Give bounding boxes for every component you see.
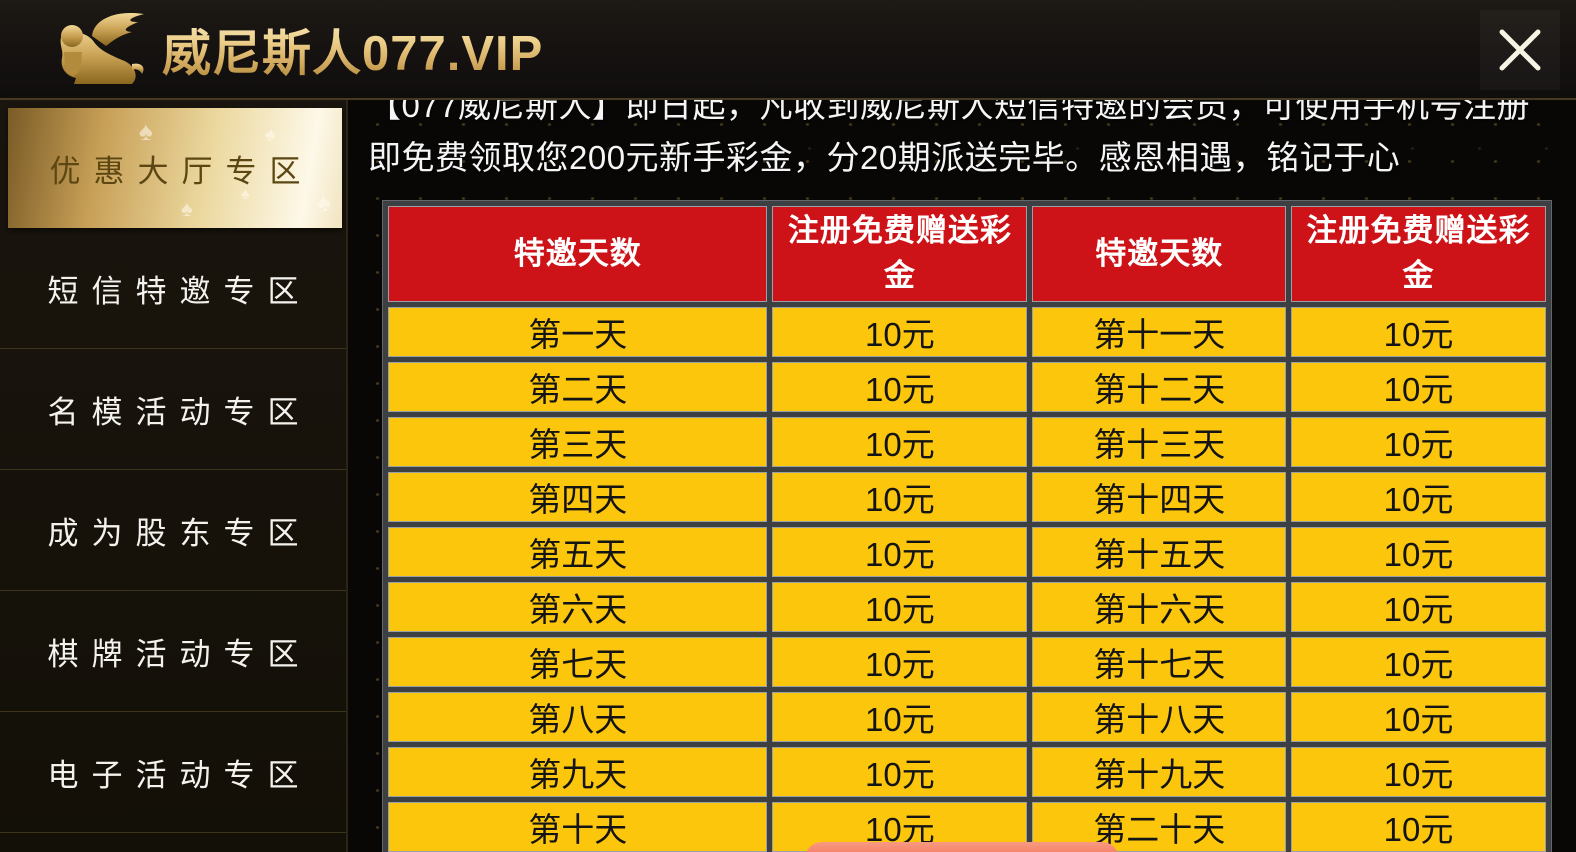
table-cell: 10元 — [772, 472, 1028, 522]
table-cell: 10元 — [772, 582, 1028, 632]
bonus-table-body: 第一天 10元 第十一天 10元 第二天 10元 第十二天 10元 第三天 10元 第十三天 10元第… — [388, 307, 1546, 852]
table-cell: 10元 — [772, 637, 1028, 687]
table-cell: 10元 — [1291, 472, 1546, 522]
spade-decoration-icon: ♠ — [181, 196, 206, 221]
table-cell: 第十二天 — [1032, 362, 1287, 412]
table-cell: 第一天 — [388, 307, 768, 357]
table-cell: 10元 — [1291, 527, 1546, 577]
table-cell: 10元 — [772, 527, 1028, 577]
table-cell: 10元 — [1291, 637, 1546, 687]
winged-lion-logo-icon — [60, 12, 144, 84]
table-cell: 第十八天 — [1032, 692, 1287, 742]
table-cell: 10元 — [772, 362, 1028, 412]
sidebar-item-6[interactable]: 电子活动专区 — [0, 712, 346, 833]
table-cell: 第十一天 — [1032, 307, 1287, 357]
bottom-action-button[interactable] — [805, 842, 1119, 852]
sidebar-item-label: 成为股东专区 — [47, 515, 312, 551]
table-row: 第二天 10元 第十二天 10元 — [388, 362, 1546, 412]
announcement-text: 【077威尼斯人】即日起，凡收到威尼斯人短信特邀的会员，可使用手机号注册即免费领… — [368, 100, 1531, 176]
app-title: 威尼斯人077.VIP — [162, 14, 543, 85]
table-cell: 第八天 — [388, 692, 768, 742]
table-cell: 10元 — [772, 747, 1028, 797]
table-cell: 10元 — [772, 417, 1028, 467]
table-cell: 第十五天 — [1032, 527, 1287, 577]
table-cell: 10元 — [772, 307, 1028, 357]
table-cell: 10元 — [1291, 692, 1546, 742]
table-cell: 第十七天 — [1032, 637, 1287, 687]
sidebar-item-1[interactable]: ♠ ♠ ♠ ♠ ♠ 优惠大厅专区 — [8, 108, 346, 228]
sidebar-item-label: 棋牌活动专区 — [47, 636, 312, 672]
sidebar-item-4[interactable]: 成为股东专区 — [0, 470, 346, 591]
table-cell: 第二十天 — [1032, 802, 1287, 852]
sidebar-item-label: 优惠大厅专区 — [49, 153, 314, 189]
table-cell: 第四天 — [388, 472, 768, 522]
table-cell: 第三天 — [388, 417, 768, 467]
table-cell: 第七天 — [388, 637, 768, 687]
table-header-cell: 注册免费赠送彩金 — [772, 206, 1028, 302]
table-cell: 10元 — [772, 692, 1028, 742]
sidebar-item-3[interactable]: 名模活动专区 — [0, 349, 346, 470]
close-button[interactable] — [1480, 10, 1560, 90]
table-cell: 10元 — [1291, 582, 1546, 632]
table-row: 第六天 10元 第十六天 10元 — [388, 582, 1546, 632]
table-header-cell: 注册免费赠送彩金 — [1291, 206, 1546, 302]
brand: 威尼斯人077.VIP — [0, 6, 543, 92]
table-cell: 10元 — [1291, 417, 1546, 467]
bonus-table: 特邀天数 注册免费赠送彩金 特邀天数 注册免费赠送彩金 第一天 10元 第十一天 10元 第二… — [382, 200, 1552, 852]
main-panel: 【077威尼斯人】即日起，凡收到威尼斯人短信特邀的会员，可使用手机号注册即免费领… — [348, 100, 1576, 852]
table-row: 第三天 10元 第十三天 10元 — [388, 417, 1546, 467]
table-cell: 10元 — [1291, 802, 1546, 852]
table-cell: 第十六天 — [1032, 582, 1287, 632]
table-header-cell: 特邀天数 — [1032, 206, 1287, 302]
table-cell: 10元 — [1291, 307, 1546, 357]
close-icon — [1499, 29, 1541, 71]
table-cell: 第十九天 — [1032, 747, 1287, 797]
table-row: 第八天 10元 第十八天 10元 — [388, 692, 1546, 742]
table-row: 第四天 10元 第十四天 10元 — [388, 472, 1546, 522]
table-cell: 10元 — [1291, 747, 1546, 797]
table-cell: 第二天 — [388, 362, 768, 412]
header-row: 特邀天数 注册免费赠送彩金 特邀天数 注册免费赠送彩金 — [388, 206, 1546, 302]
table-row: 第五天 10元 第十五天 10元 — [388, 527, 1546, 577]
sidebar-item-2[interactable]: 短信特邀专区 — [0, 228, 346, 349]
table-row: 第九天 10元 第十九天 10元 — [388, 747, 1546, 797]
table-header-cell: 特邀天数 — [388, 206, 768, 302]
sidebar-item-label: 短信特邀专区 — [47, 273, 312, 309]
sidebar-item-5[interactable]: 棋牌活动专区 — [0, 591, 346, 712]
table-cell: 第十天 — [388, 802, 768, 852]
bonus-table-head: 特邀天数 注册免费赠送彩金 特邀天数 注册免费赠送彩金 — [388, 206, 1546, 302]
sidebar-item-label: 电子活动专区 — [47, 757, 312, 793]
table-cell: 第九天 — [388, 747, 768, 797]
header-bar: 威尼斯人077.VIP — [0, 0, 1576, 100]
table-cell: 第六天 — [388, 582, 768, 632]
spade-decoration-icon: ♠ — [139, 116, 166, 146]
table-cell: 第五天 — [388, 527, 768, 577]
table-cell: 10元 — [1291, 362, 1546, 412]
table-cell: 第十四天 — [1032, 472, 1287, 522]
content-row: ♠ ♠ ♠ ♠ ♠ 优惠大厅专区 短信特邀专区 名模活动专区 成为股东专区 棋牌活动专区 电子活动专… — [0, 100, 1576, 852]
sidebar-item-label: 名模活动专区 — [47, 394, 312, 430]
table-row: 第一天 10元 第十一天 10元 — [388, 307, 1546, 357]
sidebar-menu: ♠ ♠ ♠ ♠ ♠ 优惠大厅专区 短信特邀专区 名模活动专区 成为股东专区 棋牌活动专区 电子活动专… — [0, 100, 348, 852]
table-row: 第七天 10元 第十七天 10元 — [388, 637, 1546, 687]
table-cell: 第十三天 — [1032, 417, 1287, 467]
